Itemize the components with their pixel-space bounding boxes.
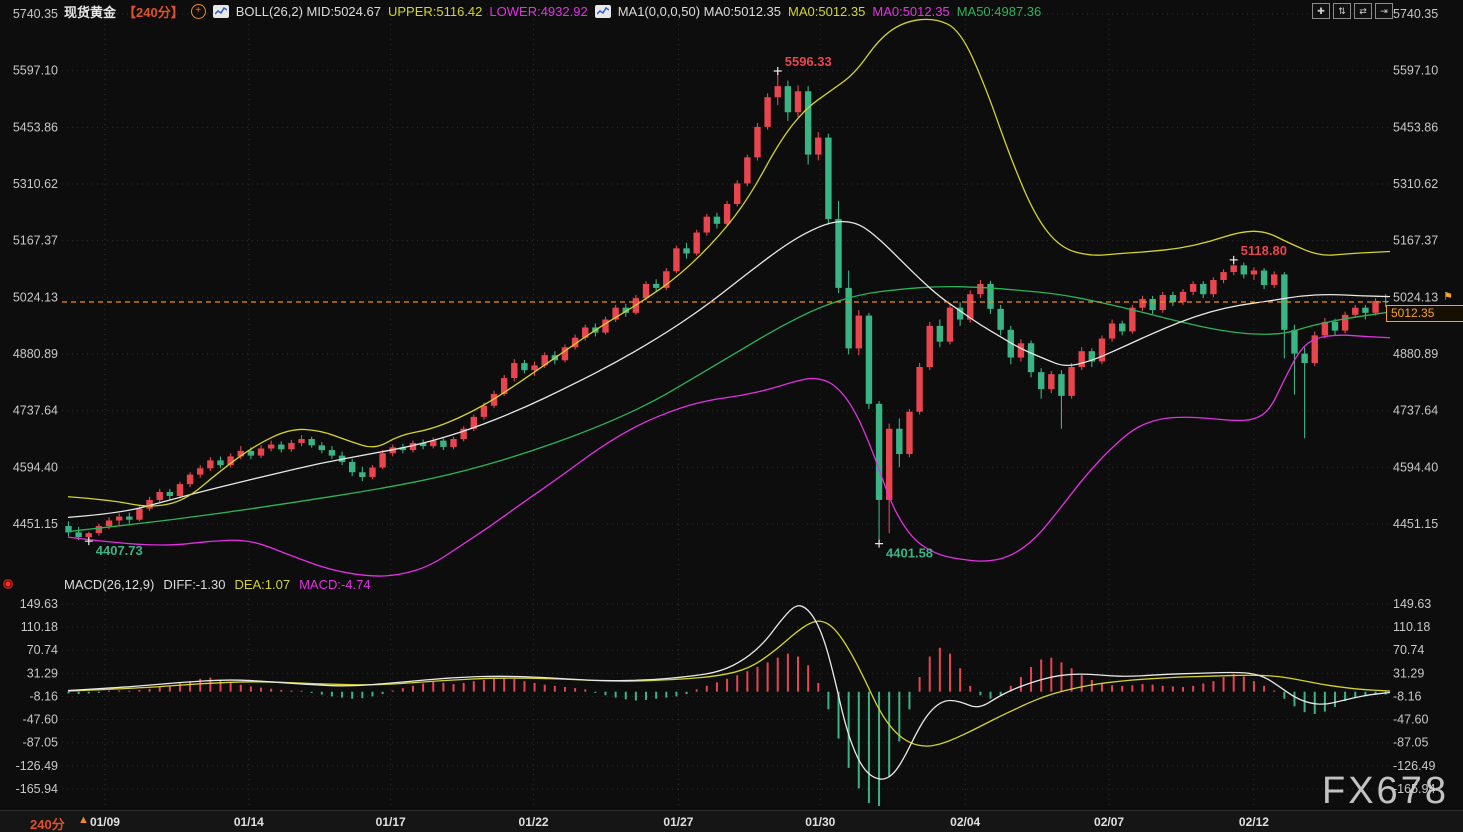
y-axis-label-right: 4737.64	[1393, 404, 1438, 418]
timeframe-badge[interactable]: 240分	[30, 817, 65, 832]
boll-indicator-icon[interactable]	[212, 4, 229, 18]
pan-tool-icon[interactable]: ✚	[1312, 3, 1330, 19]
y-axis-label-right: 5597.10	[1393, 64, 1438, 78]
x-axis-label: 01/14	[233, 815, 264, 829]
price-alert-flag-icon[interactable]: ⚑	[1443, 291, 1453, 303]
macd-lines	[67, 605, 1391, 780]
current-price-tag: 5012.35	[1386, 305, 1463, 322]
y-axis-label-left: 4594.40	[13, 460, 58, 474]
x-axis-label: 01/27	[663, 815, 694, 829]
macd-axis-label-right: 31.29	[1393, 666, 1424, 680]
y-axis-label-left: 5310.62	[13, 177, 58, 191]
y-axis-label-left: 5167.37	[13, 234, 58, 248]
timeframe-label[interactable]: 【240分】	[123, 4, 184, 20]
macd-axis-label-left: -8.16	[30, 689, 59, 703]
macd-axis-label-right: -165.94	[1393, 782, 1435, 796]
macd-axis-label-left: -47.60	[23, 713, 58, 727]
boll-upper-value: UPPER:5116.42	[387, 3, 483, 19]
axis-labels: 5740.35 5740.35 5597.10 5597.10 5453.86 5453.…	[13, 7, 1438, 796]
y-axis-label-right: 4594.40	[1393, 460, 1438, 474]
y-axis-label-right: 4451.15	[1393, 517, 1438, 531]
x-axis-label: 01/17	[375, 815, 406, 829]
ma0-magenta-value: MA0:5012.35	[872, 3, 950, 19]
chart-toolbar: ✚ ⇅ ⇄ ⇥	[1312, 3, 1393, 19]
macd-axis-label-left: 70.74	[27, 643, 58, 657]
macd-dea-value: DEA:1.07	[234, 577, 291, 592]
timeframe-up-arrow-icon[interactable]: ▲	[78, 814, 89, 826]
ma50-value: MA50:4987.36	[956, 3, 1042, 19]
macd-diff-value: DIFF:-1.30	[163, 577, 226, 592]
symbol-name: 现货黄金	[64, 4, 117, 20]
macd-axis-label-right: -87.05	[1393, 736, 1428, 750]
macd-axis-label-left: -165.94	[16, 782, 58, 796]
boll-label: BOLL(26,2) MID:5024.67	[235, 3, 381, 19]
x-axis-label: 01/30	[805, 815, 836, 829]
y-axis-label-right: 5740.35	[1393, 7, 1438, 21]
y-axis-label-right: 4880.89	[1393, 347, 1438, 361]
macd-axis-label-right: 149.63	[1393, 597, 1431, 611]
y-axis-label-left: 4737.64	[13, 404, 58, 418]
macd-axis-label-right: 70.74	[1393, 643, 1424, 657]
indicator-record-icon[interactable]	[3, 579, 13, 589]
x-axis-label: 01/22	[518, 815, 549, 829]
candles-layer	[65, 71, 1389, 544]
ma-indicator-icon[interactable]	[594, 4, 611, 18]
y-axis-label-left: 4880.89	[13, 347, 58, 361]
y-axis-label-left: 5597.10	[13, 64, 58, 78]
y-axis-label-left: 5740.35	[13, 7, 58, 21]
macd-axis-label-left: -87.05	[23, 736, 58, 750]
annotation-5118.80: 5118.80	[1241, 243, 1287, 258]
y-axis-label-right: 5167.37	[1393, 234, 1438, 248]
y-axis-label-right: 5024.13	[1393, 290, 1438, 304]
macd-axis-label-left: 110.18	[21, 620, 58, 634]
overlay-lines	[67, 18, 1391, 577]
price-annotations: 5596.33 4407.73 4401.58 5118.80	[84, 54, 1287, 561]
ma0-yellow-value: MA0:5012.35	[788, 3, 866, 19]
y-axis-label-right: 5310.62	[1393, 177, 1438, 191]
x-axis-label: 01/09	[89, 815, 120, 829]
collapse-right-icon[interactable]: ⇥	[1375, 3, 1393, 19]
x-axis-label: 02/12	[1238, 815, 1269, 829]
macd-axis-label-left: -126.49	[16, 759, 58, 773]
macd-axis-label-right: -126.49	[1393, 759, 1435, 773]
boll-lower-value: LOWER:4932.92	[489, 3, 588, 19]
macd-axis-label-right: 110.18	[1393, 620, 1430, 634]
annotation-4407.73: 4407.73	[96, 543, 143, 558]
vertical-scale-icon[interactable]: ⇅	[1333, 3, 1351, 19]
macd-histogram	[67, 647, 1387, 807]
horizontal-scale-icon[interactable]: ⇄	[1354, 3, 1372, 19]
add-indicator-icon[interactable]: +	[190, 3, 206, 19]
macd-axis-label-left: 149.63	[20, 597, 58, 611]
annotation-5596.33: 5596.33	[785, 54, 832, 69]
macd-legend: MACD(26,12,9) DIFF:-1.30 DEA:1.07 MACD:-…	[64, 577, 371, 592]
macd-axis-label-left: 31.29	[27, 666, 58, 680]
grid	[62, 13, 1388, 806]
macd-axis-label-right: -8.16	[1393, 689, 1422, 703]
macd-axis-label-right: -47.60	[1393, 713, 1428, 727]
macd-macd-value: MACD:-4.74	[299, 577, 371, 592]
y-axis-label-right: 5453.86	[1393, 120, 1438, 134]
chart-legend: 现货黄金 【240分】 + BOLL(26,2) MID:5024.67 UPP…	[64, 2, 1041, 20]
y-axis-label-left: 4451.15	[13, 517, 58, 531]
ma-label: MA1(0,0,0,50) MA0:5012.35	[617, 3, 782, 19]
x-axis-label: 02/04	[950, 815, 981, 829]
x-axis-label: 02/07	[1094, 815, 1125, 829]
y-axis-label-left: 5024.13	[13, 290, 58, 304]
time-axis-bar: 240分 ▲ 01/09 01/14 01/17 01/22 01/27 01/30 02/…	[0, 810, 1463, 832]
annotation-4401.58: 4401.58	[886, 546, 933, 561]
y-axis-label-left: 5453.86	[13, 120, 58, 134]
macd-label: MACD(26,12,9)	[64, 577, 155, 592]
